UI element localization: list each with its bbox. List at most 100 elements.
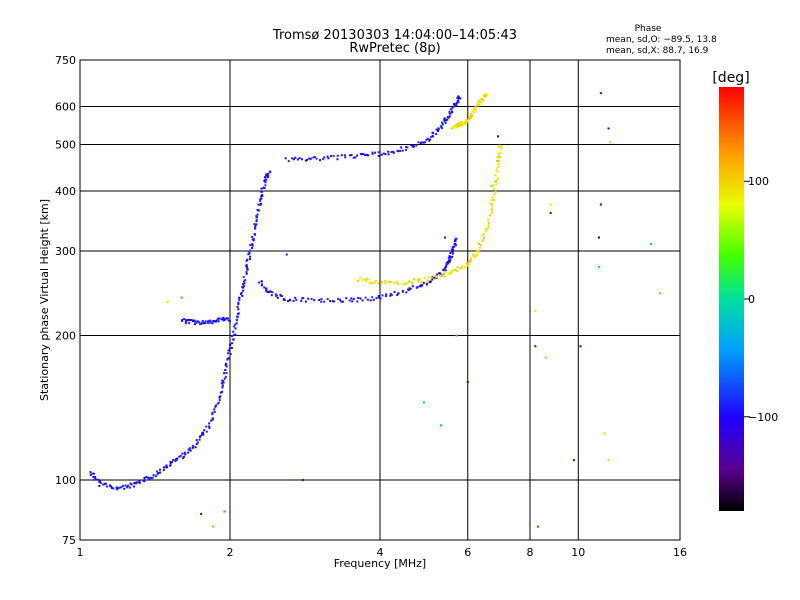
scatter-point [496,135,499,138]
echo-point [498,156,501,159]
echo-point [496,177,499,180]
echo-point [225,371,228,374]
echo-point [128,486,131,489]
echo-point [165,465,168,468]
echo-point [143,480,146,483]
echo-point [226,358,229,361]
echo-point [494,174,497,177]
echo-point [442,271,445,274]
echo-point [435,128,438,131]
echo-point [456,269,459,272]
echo-point [267,174,270,177]
echo-point [275,295,278,298]
echo-point [439,125,442,128]
echo-point [393,291,396,294]
echo-point [262,186,265,189]
echo-point [350,153,353,156]
echo-point [271,291,274,294]
echo-point [465,121,468,124]
echo-point [357,279,360,282]
echo-point [418,280,421,283]
echo-point [462,123,465,126]
echo-point [497,165,500,168]
echo-point [179,455,182,458]
echo-point [481,97,484,100]
echo-point [213,320,216,323]
echo-point [237,301,240,304]
echo-point [255,215,258,218]
echo-point [257,203,260,206]
echo-point [176,457,179,460]
echo-point [202,322,205,325]
echo-point [428,139,431,142]
echo-point [451,246,454,249]
y-axis-label: Stationary phase Virtual Height [km] [38,199,51,401]
echo-point [373,281,376,284]
echo-point [215,319,218,322]
echo-point [249,258,252,261]
echo-point [223,377,226,380]
echo-point [228,347,231,350]
echo-point [225,362,228,365]
echo-point [374,280,377,283]
echo-point [429,138,432,141]
echo-point [477,249,480,252]
echo-point [156,473,159,476]
echo-point [133,485,136,488]
scatter-point [549,212,552,215]
echo-point [478,242,481,245]
y-tick-label: 200 [55,330,76,343]
echo-point [155,470,158,473]
echo-point [461,264,464,267]
echo-point [455,237,458,240]
scatter-point [544,356,547,359]
echo-point [165,464,168,467]
echo-point [337,297,340,300]
echo-point [269,170,272,173]
echo-point [474,105,477,108]
echo-point [265,287,268,290]
echo-point [389,280,392,283]
echo-point [248,255,251,258]
echo-point [147,476,150,479]
echo-point [223,372,226,375]
echo-point [305,158,308,161]
echo-point [500,147,503,150]
echo-point [377,294,380,297]
echo-point [329,300,332,303]
echo-point [476,251,479,254]
echo-point [211,418,214,421]
scatter-point [572,459,575,462]
echo-point [292,158,295,161]
echo-point [170,461,173,464]
scatter-point [579,345,582,348]
echo-point [490,199,493,202]
echo-point [484,228,487,231]
echo-point [458,267,461,270]
echo-point [456,97,459,100]
echo-point [387,150,390,153]
echo-point [439,275,442,278]
echo-point [405,282,408,285]
echo-point [217,317,220,320]
echo-point [217,401,220,404]
echo-point [471,115,474,118]
echo-point [369,299,372,302]
echo-point [332,154,335,157]
echo-point [157,471,160,474]
echo-point [252,238,255,241]
echo-point [418,277,421,280]
echo-point [418,285,421,288]
echo-point [169,464,172,467]
echo-point [443,269,446,272]
echo-point [356,154,359,157]
echo-point [94,476,97,479]
echo-point [222,319,225,322]
echo-point [260,284,263,287]
echo-point [368,281,371,284]
echo-point [451,105,454,108]
echo-point [260,280,263,283]
echo-point [425,282,428,285]
scatter-point [166,300,169,303]
echo-point [320,300,323,303]
